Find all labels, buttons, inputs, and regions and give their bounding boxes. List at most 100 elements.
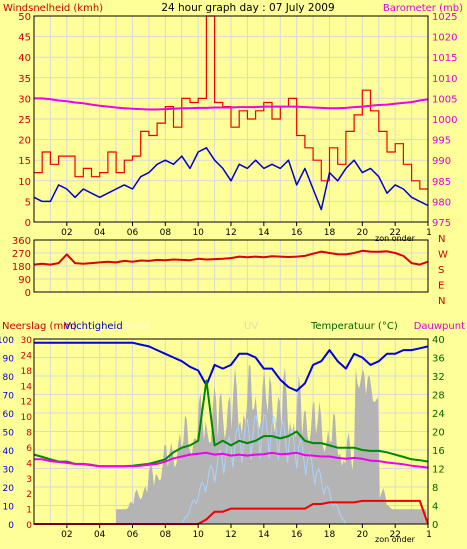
humidity-y-tick-label: 80 bbox=[3, 373, 15, 383]
rain-axis-label: Neerslag (mm) bbox=[2, 321, 77, 332]
barometer-y-tick-label: 995 bbox=[432, 136, 451, 147]
temperature-y-tick-label: 8 bbox=[432, 483, 438, 494]
weather-x-tick-label: 22 bbox=[389, 530, 400, 540]
temperature-y-tick-label: 16 bbox=[432, 446, 445, 457]
weather-x-tick-label: 16 bbox=[291, 530, 303, 540]
wind-y-tick-label: 40 bbox=[18, 53, 31, 64]
wind-y-tick-label: 50 bbox=[18, 12, 31, 23]
weather-x-tick-label: 04 bbox=[94, 530, 106, 540]
weather-x-tick-label: 12 bbox=[225, 530, 236, 540]
weather-x-tick-label: 10 bbox=[192, 530, 204, 540]
wind-x-tick-label: 12 bbox=[225, 228, 236, 238]
barometer-y-tick-label: 980 bbox=[432, 197, 451, 208]
humidity-y-tick-label: 60 bbox=[3, 410, 15, 420]
wind-x-tick-label: 1 bbox=[426, 228, 432, 238]
weather-x-tick-label: 08 bbox=[160, 530, 172, 540]
rain-y-tick-label: 3 bbox=[26, 475, 32, 485]
direction-compass-label: W bbox=[438, 250, 448, 261]
chart-title: 24 hour graph day : 07 July 2009 bbox=[161, 2, 334, 14]
humidity-y-tick-label: 100 bbox=[0, 336, 14, 346]
rain-y-tick-label: 4 bbox=[26, 459, 32, 469]
wind-y-tick-label: 45 bbox=[18, 33, 31, 44]
wind-y-tick-label: 30 bbox=[18, 94, 31, 105]
humidity-y-tick-label: 90 bbox=[3, 355, 15, 365]
weather-x-tick-label: 18 bbox=[324, 530, 336, 540]
temperature-y-tick-label: 40 bbox=[432, 335, 445, 346]
rain-y-tick-label: 14 bbox=[21, 382, 33, 392]
weather-x-tick-label: 1 bbox=[426, 530, 432, 540]
humidity-axis-label: Vochtigheid bbox=[64, 321, 123, 332]
barometer-y-tick-label: 1020 bbox=[432, 33, 457, 44]
uv-line bbox=[181, 414, 347, 525]
humidity-y-tick-label: 10 bbox=[3, 503, 15, 513]
uv-axis-label: UV bbox=[244, 321, 258, 332]
barometer-y-tick-label: 975 bbox=[432, 218, 451, 229]
rain-y-tick-label: 18 bbox=[21, 367, 33, 377]
rain-y-tick-label: 12 bbox=[21, 398, 32, 408]
direction-y-tick-label: 270 bbox=[12, 249, 31, 260]
wind-y-tick-label: 35 bbox=[18, 74, 31, 85]
direction-compass-label: S bbox=[438, 265, 444, 276]
weather-x-tick-label: 20 bbox=[357, 530, 369, 540]
temperature-y-tick-label: 36 bbox=[432, 354, 445, 365]
temperature-y-tick-label: 32 bbox=[432, 372, 445, 383]
rain-y-tick-label: 8 bbox=[26, 429, 32, 439]
rain-y-tick-label: 10 bbox=[21, 413, 33, 423]
barometer-line bbox=[34, 97, 429, 111]
temperature-y-tick-label: 4 bbox=[432, 502, 438, 513]
temperature-y-tick-label: 24 bbox=[432, 409, 445, 420]
solar-area bbox=[116, 364, 427, 524]
barometer-y-tick-label: 985 bbox=[432, 177, 451, 188]
temperature-y-tick-label: 0 bbox=[432, 520, 438, 531]
wind-y-tick-label: 10 bbox=[18, 177, 31, 188]
direction-y-tick-label: 90 bbox=[18, 275, 31, 286]
humidity-y-tick-label: 40 bbox=[3, 447, 15, 457]
wind-x-tick-label: 18 bbox=[324, 228, 336, 238]
wind-x-tick-label: 02 bbox=[61, 228, 72, 238]
wind-x-tick-label: 14 bbox=[258, 228, 270, 238]
barometer-y-tick-label: 1010 bbox=[432, 74, 457, 85]
barometer-y-tick-label: 1015 bbox=[432, 53, 457, 64]
wind-y-tick-label: 25 bbox=[18, 115, 31, 126]
weather-x-tick-label: 06 bbox=[127, 530, 139, 540]
wind-x-tick-label: 22 bbox=[389, 228, 400, 238]
direction-y-tick-label: 180 bbox=[12, 262, 31, 273]
rain-y-tick-label: 6 bbox=[26, 444, 32, 454]
dewpoint-line bbox=[34, 451, 429, 469]
humidity-y-tick-label: 30 bbox=[3, 466, 15, 476]
wind-axis-label: Windsnelheid (kmh) bbox=[3, 3, 103, 14]
rain-y-tick-label: 30 bbox=[21, 336, 33, 346]
wind-x-tick-label: 08 bbox=[160, 228, 172, 238]
direction-compass-label: E bbox=[438, 281, 444, 292]
humidity-line bbox=[34, 341, 429, 392]
barometer-axis-label: Barometer (mb) bbox=[383, 3, 463, 14]
wind-x-tick-label: 20 bbox=[357, 228, 369, 238]
sunset-label-top: zon onder bbox=[375, 234, 416, 243]
direction-line bbox=[33, 249, 429, 266]
direction-compass-label: N bbox=[438, 234, 445, 245]
humidity-y-tick-label: 20 bbox=[3, 484, 15, 494]
barometer-y-tick-label: 990 bbox=[432, 156, 451, 167]
rain-y-tick-label: 24 bbox=[21, 351, 33, 361]
temperature-y-tick-label: 20 bbox=[432, 428, 445, 439]
barometer-y-tick-label: 1025 bbox=[432, 12, 457, 23]
wind-x-tick-label: 04 bbox=[94, 228, 106, 238]
temperature-y-tick-label: 12 bbox=[432, 465, 445, 476]
sunset-label-bottom: zon onder bbox=[375, 535, 416, 544]
wind-x-tick-label: 16 bbox=[291, 228, 303, 238]
wind-x-tick-label: 10 bbox=[192, 228, 204, 238]
wind-y-tick-label: 15 bbox=[18, 156, 31, 167]
wind-x-tick-label: 06 bbox=[127, 228, 139, 238]
barometer-y-tick-label: 1000 bbox=[432, 115, 457, 126]
rain-y-tick-label: 2 bbox=[26, 490, 32, 500]
weather-x-tick-label: 02 bbox=[61, 530, 72, 540]
humidity-y-tick-label: 50 bbox=[3, 429, 15, 439]
wind-y-tick-label: 5 bbox=[25, 197, 31, 208]
weather-x-tick-label: 14 bbox=[258, 530, 270, 540]
wind-y-tick-label: 20 bbox=[18, 136, 31, 147]
humidity-y-tick-label: 70 bbox=[3, 392, 15, 402]
humidity-y-tick-label: 0 bbox=[8, 521, 14, 531]
wind-y-tick-label: 0 bbox=[25, 218, 31, 229]
